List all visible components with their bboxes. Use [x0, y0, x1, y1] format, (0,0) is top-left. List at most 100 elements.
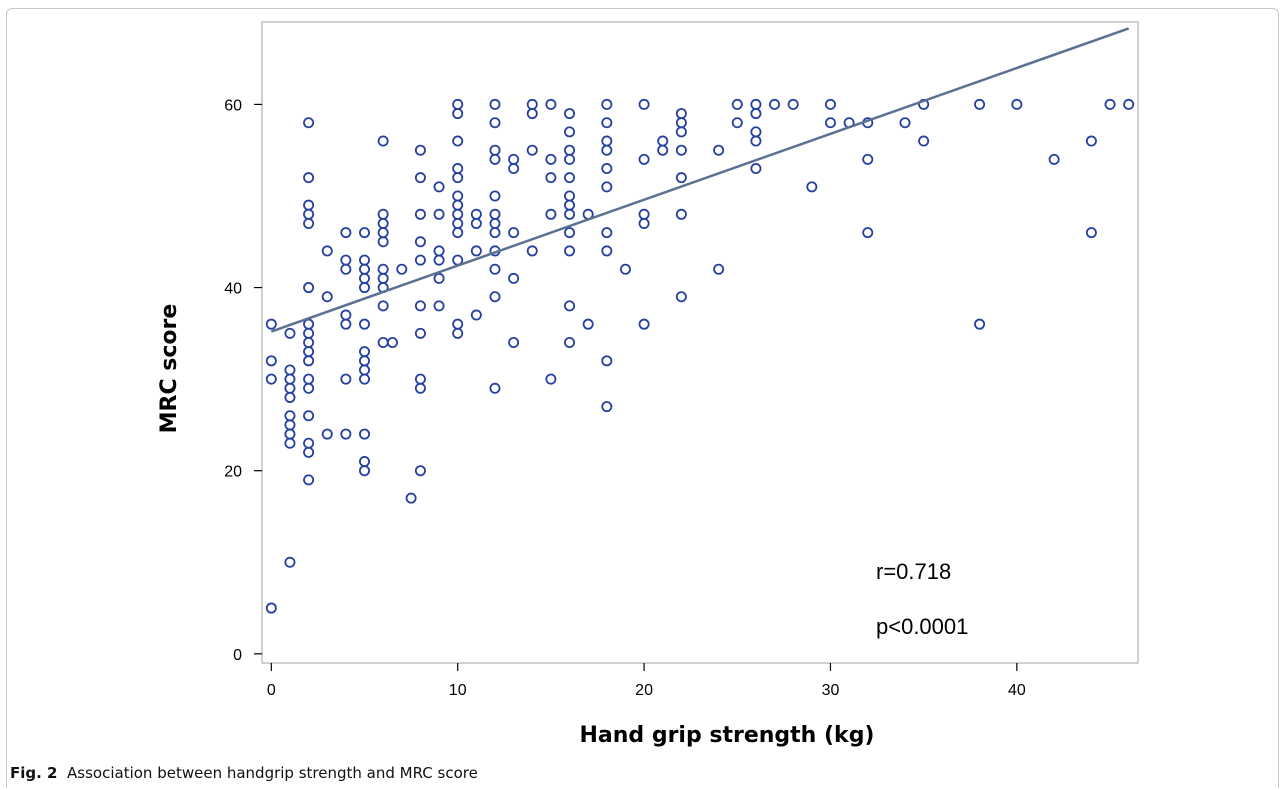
- data-point: [359, 373, 371, 385]
- y-axis-label: MRC score: [157, 304, 182, 434]
- data-point: [414, 208, 426, 220]
- data-point: [340, 318, 352, 330]
- data-point: [508, 153, 520, 165]
- x-tick-label: 0: [267, 682, 276, 699]
- data-point: [359, 272, 371, 284]
- data-point: [564, 227, 576, 239]
- data-point: [303, 217, 315, 229]
- data-point: [303, 327, 315, 339]
- data-point: [470, 217, 482, 229]
- data-points: [265, 98, 1135, 614]
- figure-caption-label: Fig. 2: [10, 764, 58, 782]
- data-point: [265, 602, 277, 614]
- data-point: [303, 199, 315, 211]
- data-point: [433, 254, 445, 266]
- figure-frame: [6, 8, 1279, 788]
- data-point: [601, 163, 613, 175]
- data-point: [545, 373, 557, 385]
- data-point: [731, 117, 743, 129]
- data-point: [414, 144, 426, 156]
- data-point: [377, 227, 389, 239]
- data-point: [303, 437, 315, 449]
- data-point: [489, 382, 501, 394]
- data-point: [564, 300, 576, 312]
- data-point: [414, 300, 426, 312]
- data-point: [303, 373, 315, 385]
- data-point: [564, 108, 576, 120]
- data-point: [303, 282, 315, 294]
- data-point: [619, 263, 631, 275]
- data-point: [414, 382, 426, 394]
- data-point: [824, 117, 836, 129]
- data-point: [769, 98, 781, 110]
- x-axis-label: Hand grip strength (kg): [580, 723, 875, 748]
- data-point: [359, 254, 371, 266]
- y-tick-label: 60: [224, 97, 242, 114]
- data-point: [303, 208, 315, 220]
- y-tick-label: 40: [224, 281, 242, 298]
- data-point: [284, 327, 296, 339]
- data-point: [303, 382, 315, 394]
- data-point: [657, 135, 669, 147]
- data-point: [284, 410, 296, 422]
- data-point: [377, 217, 389, 229]
- data-point: [284, 391, 296, 403]
- data-point: [340, 227, 352, 239]
- data-point: [564, 144, 576, 156]
- data-point: [414, 236, 426, 248]
- data-point: [303, 355, 315, 367]
- data-point: [489, 98, 501, 110]
- x-tick-label: 10: [449, 682, 467, 699]
- data-point: [452, 199, 464, 211]
- data-point: [657, 144, 669, 156]
- data-point: [1085, 227, 1097, 239]
- data-point: [303, 117, 315, 129]
- data-point: [433, 208, 445, 220]
- y-tick-label: 20: [224, 464, 242, 481]
- data-point: [750, 163, 762, 175]
- data-point: [750, 98, 762, 110]
- data-point: [265, 318, 277, 330]
- figure-caption: Fig. 2 Association between handgrip stre…: [10, 764, 478, 782]
- data-point: [359, 465, 371, 477]
- data-point: [359, 456, 371, 468]
- data-point: [489, 208, 501, 220]
- data-point: [321, 245, 333, 257]
- data-point: [265, 373, 277, 385]
- data-point: [489, 153, 501, 165]
- data-point: [284, 419, 296, 431]
- data-point: [359, 364, 371, 376]
- data-point: [582, 318, 594, 330]
- data-point: [414, 373, 426, 385]
- data-point: [377, 300, 389, 312]
- data-point: [433, 300, 445, 312]
- data-point: [508, 163, 520, 175]
- data-point: [601, 144, 613, 156]
- data-point: [284, 437, 296, 449]
- data-point: [489, 227, 501, 239]
- data-point: [638, 318, 650, 330]
- data-point: [321, 291, 333, 303]
- data-point: [303, 172, 315, 184]
- data-point: [377, 236, 389, 248]
- data-point: [1104, 98, 1116, 110]
- data-point: [638, 153, 650, 165]
- data-point: [377, 272, 389, 284]
- figure-caption-text: Association between handgrip strength an…: [67, 764, 478, 782]
- data-point: [489, 217, 501, 229]
- data-point: [545, 153, 557, 165]
- data-point: [284, 428, 296, 440]
- data-point: [489, 291, 501, 303]
- data-point: [638, 98, 650, 110]
- data-point: [601, 135, 613, 147]
- regression-line: [270, 27, 1130, 333]
- x-tick-label: 20: [635, 682, 653, 699]
- data-point: [601, 117, 613, 129]
- correlation-annotation: r=0.718: [876, 559, 951, 584]
- data-point: [526, 245, 538, 257]
- data-point: [564, 245, 576, 257]
- data-point: [303, 474, 315, 486]
- data-point: [470, 208, 482, 220]
- data-point: [452, 172, 464, 184]
- data-point: [564, 172, 576, 184]
